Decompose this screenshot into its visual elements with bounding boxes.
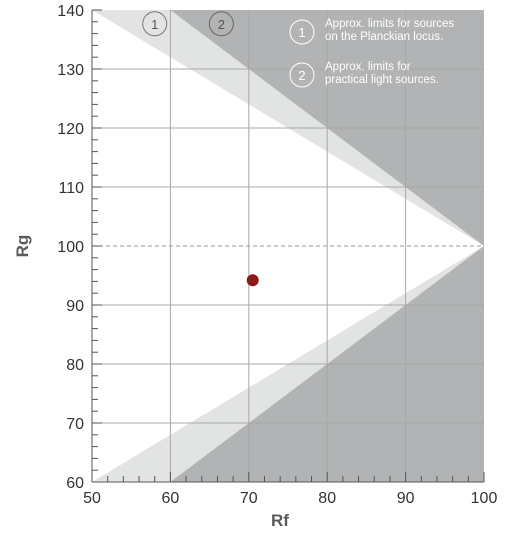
data-point — [246, 274, 259, 287]
region-marker-1-label: 1 — [151, 17, 158, 32]
y-tick-label: 60 — [66, 475, 84, 492]
legend-marker-1-circle — [289, 19, 315, 45]
region-marker-1-circle — [142, 11, 168, 37]
y-tick-label: 130 — [57, 62, 84, 79]
x-tick-label: 60 — [162, 490, 180, 507]
y-tick-label: 110 — [58, 180, 84, 197]
region-marker-2-label: 2 — [218, 17, 225, 32]
legend-entry-1-text: Approx. limits for sources — [325, 18, 454, 30]
x-tick-label: 70 — [240, 490, 258, 507]
x-tick-label: 100 — [471, 490, 498, 507]
legend-entry-2-text: practical light sources. — [325, 74, 439, 86]
y-tick-label: 90 — [66, 298, 84, 315]
y-axis-title: Rg — [13, 235, 32, 258]
y-tick-label: 70 — [66, 416, 84, 433]
x-tick-label: 90 — [397, 490, 415, 507]
x-tick-label: 50 — [83, 490, 101, 507]
region-marker-2-circle — [208, 11, 234, 37]
x-axis-title: Rf — [271, 511, 289, 530]
legend-entry-1-text: on the Planckian locus. — [325, 31, 443, 43]
legend-entry-2-text: Approx. limits for — [325, 61, 411, 73]
y-tick-label: 100 — [57, 239, 84, 256]
y-tick-label: 140 — [57, 3, 84, 20]
legend-marker-2-circle — [289, 62, 315, 88]
legend-marker-1-label: 1 — [298, 25, 305, 40]
x-tick-label: 80 — [318, 490, 336, 507]
legend-marker-2-label: 2 — [298, 68, 305, 83]
y-tick-label: 80 — [66, 357, 84, 374]
y-tick-label: 120 — [57, 121, 84, 138]
